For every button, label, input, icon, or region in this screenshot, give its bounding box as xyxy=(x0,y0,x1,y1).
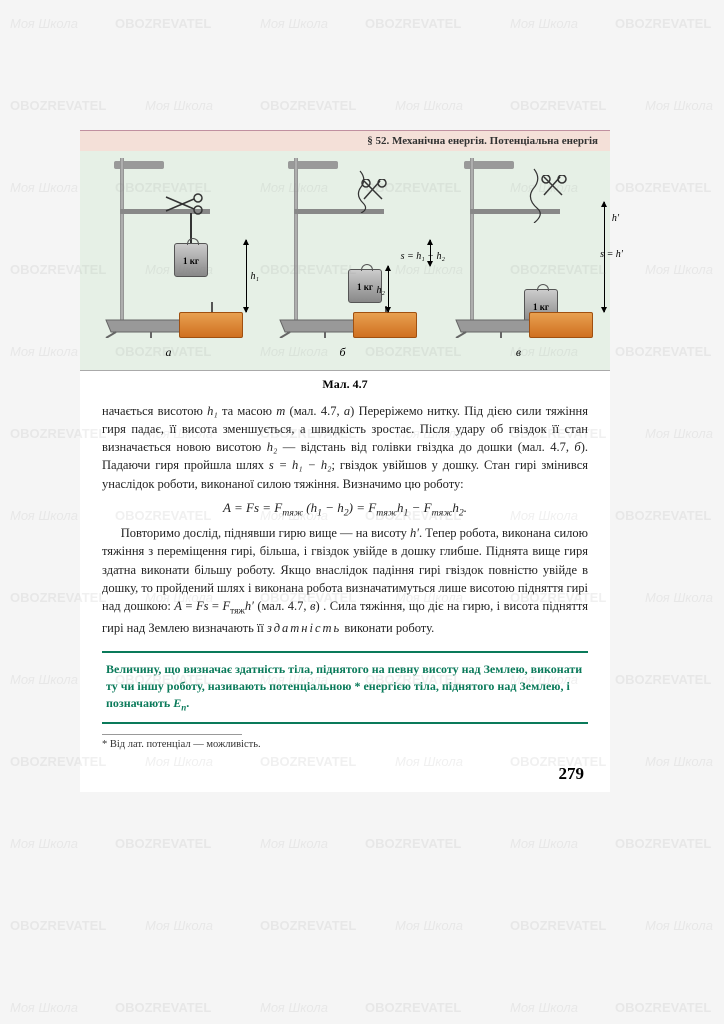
diagram-panel-a: 1 кг h₁ а xyxy=(86,161,251,356)
scissors-icon xyxy=(164,193,208,215)
textbook-page: § 52. Механічна енергія. Потенціальна ен… xyxy=(80,130,610,792)
paragraph-1: начається висотою h₁ та масою m (мал. 4.… xyxy=(102,402,588,493)
footnote: * Від лат. потенціал — можливість. xyxy=(80,739,610,750)
section-header: § 52. Механічна енергія. Потенціальна ен… xyxy=(80,130,610,151)
diagram-panel-c: 1 кг h′ s = h′ в xyxy=(436,161,601,356)
figure-4-7: 1 кг h₁ а 1 кг xyxy=(80,151,610,371)
page-number: 279 xyxy=(80,750,610,792)
definition-box: Величину, що визначає здатність тіла, пі… xyxy=(102,651,588,724)
weight-label-a: 1 кг xyxy=(174,243,208,277)
cut-string-icon xyxy=(528,167,550,223)
cut-string-icon xyxy=(355,169,375,213)
diagram-panel-b: 1 кг h₂ s = h₁ − h₂ б xyxy=(260,161,425,356)
footnote-rule xyxy=(102,734,242,735)
figure-caption: Мал. 4.7 xyxy=(80,377,610,392)
body-text: начається висотою h₁ та масою m (мал. 4.… xyxy=(80,402,610,637)
formula-work: A = Fs = Fтяж (h1 − h2) = Fтяжh1 − Fтяжh… xyxy=(102,499,588,521)
paragraph-2: Повторимо дослід, піднявши гирю вище — н… xyxy=(102,524,588,637)
